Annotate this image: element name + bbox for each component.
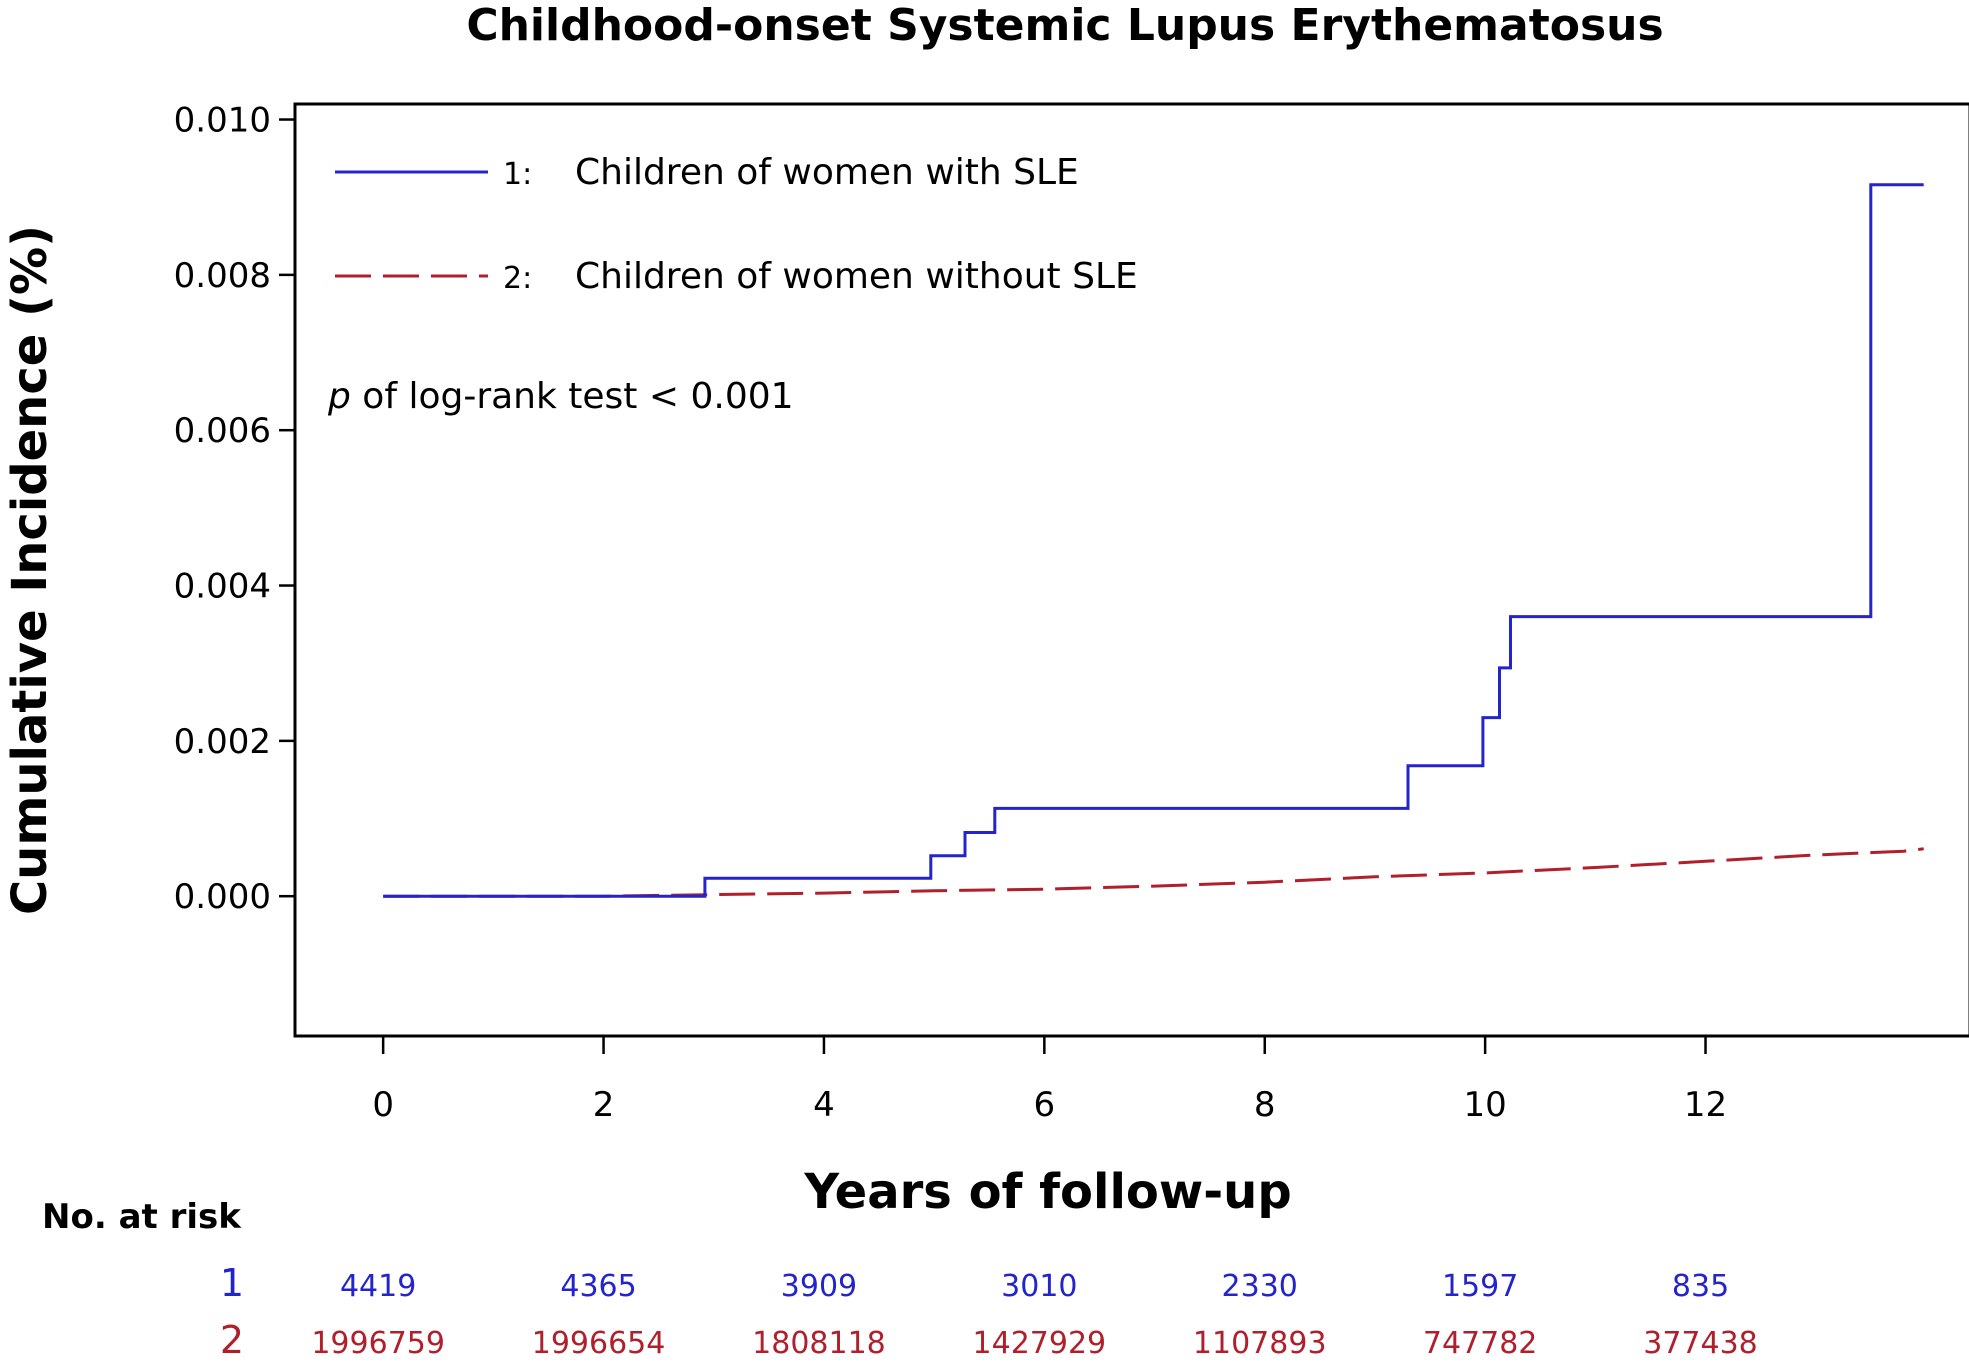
legend-number-1: 1: <box>503 157 532 192</box>
x-tick-label: 8 <box>1254 1085 1276 1125</box>
x-tick-label: 2 <box>593 1085 615 1125</box>
risk-row-label-2: 2 <box>220 1318 244 1362</box>
risk-count: 2330 <box>1222 1269 1298 1304</box>
annotation-italic-p: p <box>327 376 351 417</box>
y-tick-label: 0.000 <box>174 877 271 917</box>
y-axis: 0.000 0.002 0.004 0.006 0.008 0.010 <box>174 101 295 917</box>
legend-number-2: 2: <box>503 261 532 296</box>
x-tick-label: 4 <box>813 1085 835 1125</box>
y-tick-label: 0.008 <box>174 256 271 296</box>
series-1-line <box>383 183 1924 898</box>
risk-count: 4419 <box>340 1269 416 1304</box>
risk-table: No. at risk 1 4419 4365 3909 3010 2330 1597 835… <box>42 1197 1758 1362</box>
risk-count: 4365 <box>560 1269 636 1304</box>
risk-table-header: No. at risk <box>42 1197 242 1237</box>
x-tick-label: 0 <box>372 1085 394 1125</box>
series-2-line <box>383 847 1924 898</box>
y-tick-label: 0.004 <box>174 567 271 607</box>
y-tick-label: 0.006 <box>174 411 271 451</box>
legend-label-2: Children of women without SLE <box>575 256 1138 297</box>
risk-count: 1996759 <box>311 1326 445 1361</box>
y-tick-label: 0.010 <box>174 101 271 141</box>
x-tick-label: 6 <box>1034 1085 1056 1125</box>
risk-count: 3010 <box>1001 1269 1077 1304</box>
x-tick-label: 12 <box>1684 1085 1727 1125</box>
risk-count: 835 <box>1672 1269 1729 1304</box>
risk-count: 1427929 <box>973 1326 1107 1361</box>
risk-count: 747782 <box>1423 1326 1538 1361</box>
x-axis: 0 2 4 6 8 10 12 <box>372 1036 1727 1125</box>
y-axis-label: Cumulative Incidence (%) <box>2 225 58 915</box>
plot-area: 0.000 0.002 0.004 0.006 0.008 0.010 0 2 4 6 8 10 12… <box>174 101 1969 1125</box>
risk-count: 1808118 <box>752 1326 886 1361</box>
annotation-text: of log-rank test < 0.001 <box>351 376 794 417</box>
x-tick-label: 10 <box>1463 1085 1506 1125</box>
risk-table-rows: 1 4419 4365 3909 3010 2330 1597 835 2 1996759 1996… <box>220 1261 1758 1362</box>
x-axis-label: Years of follow-up <box>803 1164 1291 1220</box>
series-layer <box>383 183 1924 898</box>
logrank-annotation: p of log-rank test < 0.001 <box>327 376 794 417</box>
risk-count: 3909 <box>781 1269 857 1304</box>
legend-label-1: Children of women with SLE <box>575 152 1079 193</box>
plot-frame <box>293 102 1969 1038</box>
risk-count: 1107893 <box>1193 1326 1327 1361</box>
y-tick-label: 0.002 <box>174 722 271 762</box>
risk-count: 1996654 <box>532 1326 666 1361</box>
chart-title: Childhood-onset Systemic Lupus Erythemat… <box>466 0 1663 51</box>
risk-count: 377438 <box>1643 1326 1758 1361</box>
risk-row-label-1: 1 <box>220 1261 244 1305</box>
legend: 1: Children of women with SLE 2: Children o… <box>335 152 1138 297</box>
risk-count: 1597 <box>1442 1269 1518 1304</box>
